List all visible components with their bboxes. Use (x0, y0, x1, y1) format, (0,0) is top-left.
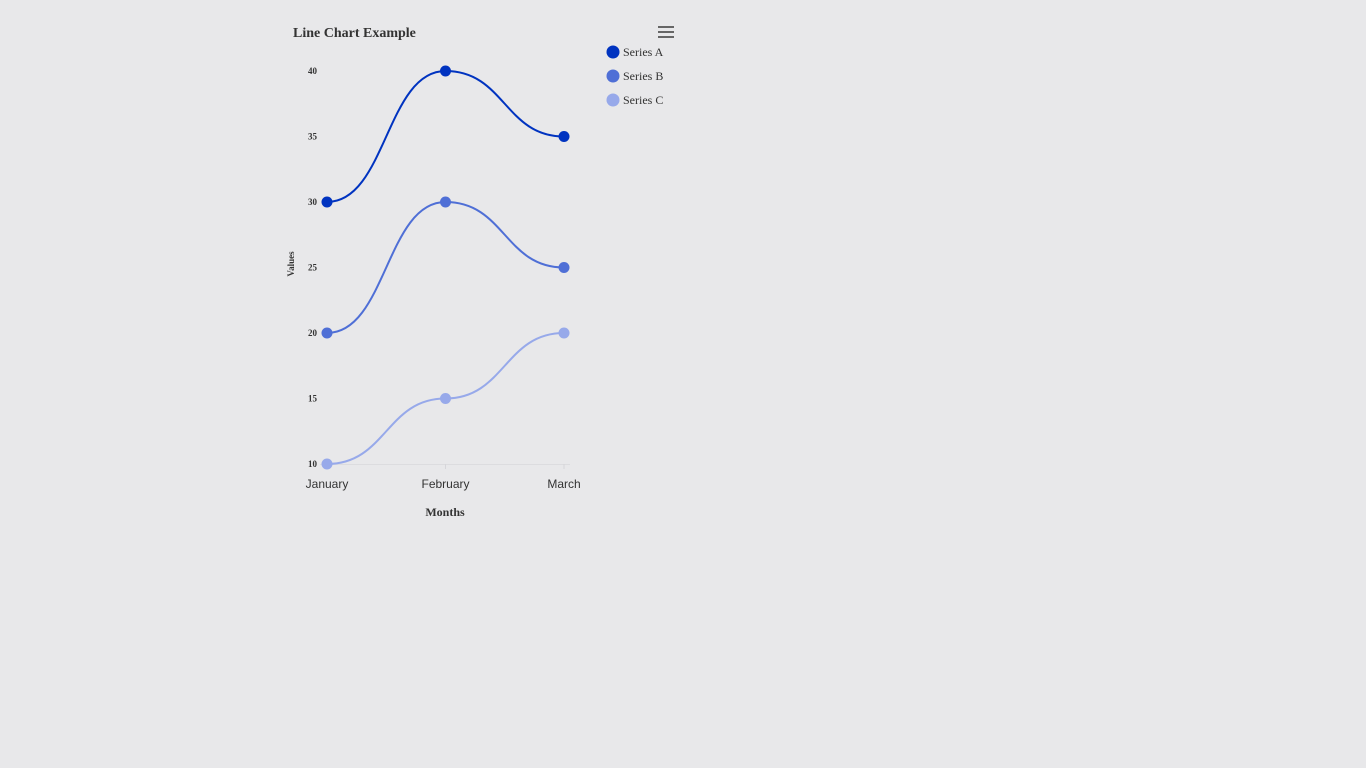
y-tick-label: 40 (308, 66, 318, 76)
y-tick-label: 20 (308, 328, 318, 338)
y-tick-label: 35 (308, 132, 318, 142)
chart-menu-button[interactable] (654, 22, 678, 42)
legend-label-series-c: Series C (623, 93, 663, 107)
point-series-a[interactable] (321, 196, 333, 208)
point-series-c[interactable] (321, 458, 333, 470)
point-series-c[interactable] (440, 393, 451, 404)
y-axis-title: Values (286, 251, 296, 277)
legend-item-series-b[interactable]: Series B (606, 69, 664, 83)
legend-label-series-b: Series B (623, 69, 663, 83)
legend-marker-series-c (606, 93, 620, 107)
x-tick-label: March (547, 477, 580, 491)
series-lines (326, 69, 565, 465)
point-series-a[interactable] (440, 65, 451, 77)
line-series-a (326, 69, 565, 203)
y-tick-label: 30 (308, 197, 318, 207)
legend: Series A Series B Series C (606, 45, 664, 107)
hamburger-menu-icon (658, 26, 674, 38)
legend-label-series-a: Series A (623, 45, 664, 59)
y-axis-ticks: 10 15 20 25 30 35 40 (308, 66, 318, 469)
point-series-a[interactable] (558, 131, 570, 142)
legend-item-series-c[interactable]: Series C (606, 93, 664, 107)
point-series-c[interactable] (558, 327, 570, 339)
legend-item-series-a[interactable]: Series A (606, 45, 664, 59)
x-axis-ticks: January February March (306, 464, 581, 491)
x-axis-title: Months (425, 505, 465, 519)
series-points (321, 65, 570, 470)
y-tick-label: 10 (308, 459, 318, 469)
y-tick-label: 15 (308, 394, 318, 404)
point-series-b[interactable] (558, 262, 570, 273)
y-tick-label: 25 (308, 263, 318, 273)
legend-marker-series-b (606, 69, 620, 83)
point-series-b[interactable] (321, 327, 333, 339)
legend-marker-series-a (606, 45, 620, 59)
x-tick-label: February (421, 477, 469, 491)
x-tick-label: January (306, 477, 349, 491)
point-series-b[interactable] (440, 196, 451, 208)
chart-title: Line Chart Example (293, 26, 416, 41)
line-series-b (326, 200, 565, 334)
